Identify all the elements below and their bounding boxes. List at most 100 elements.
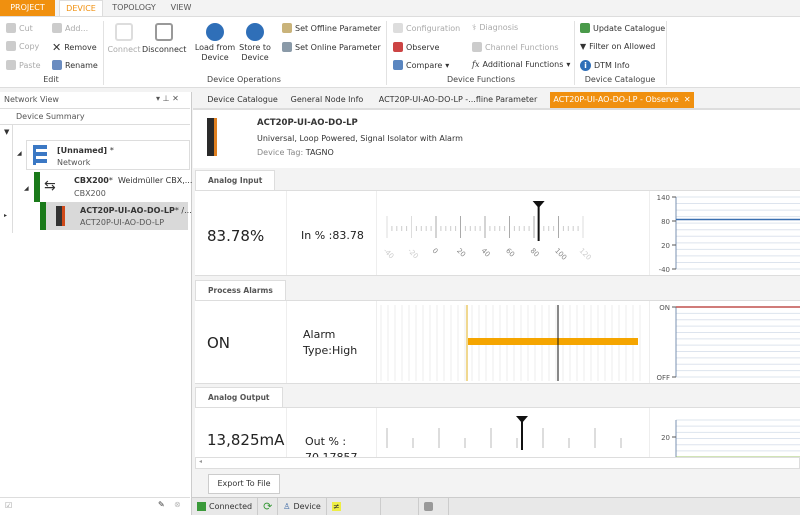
pin-icon[interactable]: ⊥ (162, 94, 170, 103)
status-bar (40, 202, 46, 230)
doc-tab-device-catalogue[interactable]: Device Catalogue (207, 95, 278, 104)
cut-button[interactable]: Cut (6, 23, 33, 33)
dtm-info-button[interactable]: i DTM Info (580, 60, 630, 71)
store-to-device-button[interactable]: Store to Device (236, 23, 274, 63)
network-name: [Unnamed] (57, 146, 108, 155)
gauge-pointer (532, 201, 545, 208)
observe-button[interactable]: Observe (393, 42, 439, 52)
expand-icon[interactable]: ◢ (17, 150, 22, 157)
compare-button[interactable]: Compare ▾ (393, 60, 449, 70)
analog-input-value: 83.78% (207, 227, 265, 245)
additional-functions-button[interactable]: fx Additional Functions ▾ (472, 60, 570, 69)
doc-tab-offline-parameter[interactable]: ACT20P-UI-AO-DO-LP -...fline Parameter (378, 95, 538, 104)
dropdown-arrow-icon: ▾ (566, 60, 571, 69)
filter-on-allowed-button[interactable]: ▼ Filter on Allowed (580, 42, 655, 51)
disconnect-label: Disconnect (142, 45, 187, 54)
disconnect-button[interactable]: Disconnect (142, 23, 186, 55)
copy-button[interactable]: Copy (6, 41, 39, 51)
configuration-icon (393, 23, 403, 33)
filter-icon: ▼ (580, 42, 587, 51)
panel-title: Network View (4, 95, 59, 104)
dtm-info-label: DTM Info (594, 61, 630, 70)
alarm-timeline (380, 305, 641, 381)
group-label-edit: Edit (43, 75, 59, 84)
connect-button[interactable]: Connect (106, 23, 142, 55)
gauge-tick-label: 60 (504, 247, 516, 259)
update-catalogue-button[interactable]: Update Catalogue (580, 23, 665, 33)
configuration-button[interactable]: Configuration (393, 23, 460, 33)
device-tag: TAGNO (305, 148, 334, 157)
section-tab-analog-input[interactable]: Analog Input (195, 170, 276, 190)
close-icon[interactable]: ✕ (683, 95, 691, 104)
expand-icon[interactable]: ◢ (24, 185, 29, 192)
diagnosis-button[interactable]: ⚕ Diagnosis (472, 23, 518, 32)
scroll-left-icon[interactable]: ◂ (199, 458, 203, 465)
y-tick-label: ON (659, 304, 670, 312)
not-equal-icon: ≠ (331, 502, 341, 511)
diagnosis-icon: ⚕ (472, 23, 477, 32)
update-catalogue-icon (580, 23, 590, 33)
set-online-parameter-button[interactable]: Set Online Parameter (282, 42, 381, 52)
doc-tab-general-node-info[interactable]: General Node Info (290, 95, 364, 104)
horizontal-scrollbar[interactable]: ◂ (195, 457, 800, 469)
analog-input-trend-chart: 140 80 20 -40 (657, 194, 800, 274)
y-tick-label: 140 (657, 194, 670, 202)
status-bar: Connected ⟳ ♙ Device ≠ (192, 497, 800, 515)
alarm-value: ON (207, 334, 231, 352)
gauge-tick-label: 20 (455, 247, 467, 259)
ribbon: Cut Copy Paste Add... ✕ Remove Rename Edi… (0, 16, 800, 88)
add-button[interactable]: Add... (52, 23, 88, 33)
online-parameter-icon (282, 42, 292, 52)
paste-button[interactable]: Paste (6, 60, 41, 70)
expand-icon[interactable]: ▸ (4, 212, 8, 219)
column-header[interactable]: Device Summary (16, 112, 85, 121)
connect-label: Connect (107, 45, 141, 54)
compare-label: Compare (406, 60, 443, 70)
stop-status (419, 498, 449, 515)
status-bar (34, 172, 40, 202)
tab-topology[interactable]: TOPOLOGY (112, 3, 156, 12)
connection-status: Connected (192, 498, 259, 515)
gauge-tick-label: -20 (406, 247, 420, 261)
channel-functions-button[interactable]: Channel Functions (472, 42, 559, 52)
remove-button[interactable]: ✕ Remove (52, 41, 97, 54)
checkbox-icon[interactable]: ☑ (5, 501, 13, 510)
tree-item-network[interactable]: ◢ [Unnamed] * Network (17, 140, 190, 170)
delete-icon[interactable]: ⊗ (174, 500, 181, 509)
rename-button[interactable]: Rename (52, 60, 98, 70)
set-offline-parameter-button[interactable]: Set Offline Parameter (282, 23, 381, 33)
edit-icon[interactable]: ✎ (158, 500, 165, 509)
y-tick-label: 20 (661, 242, 670, 250)
tab-device[interactable]: DEVICE (59, 0, 103, 16)
filter-icon[interactable]: ▼ (4, 128, 10, 136)
doc-tab-observe[interactable]: ACT20P-UI-AO-DO-LP - Observe ✕ (550, 92, 694, 108)
diagnosis-label: Diagnosis (479, 23, 519, 32)
tab-project[interactable]: PROJECT (0, 0, 55, 16)
dropdown-arrow-icon: ▾ (445, 60, 450, 70)
tree-item-sub: Network (57, 158, 91, 167)
alarm-trend-chart: ON OFF (656, 304, 800, 382)
copy-icon (6, 41, 16, 51)
analog-output-row: 13,825mA Out % : 70.17857 2010 (195, 407, 800, 457)
tree-item-cbx200[interactable]: ◢ ⇆ CBX200* Weidmüller CBX,... CBX200 (24, 172, 192, 202)
connect-icon (115, 23, 133, 41)
process-alarms-row: ON Alarm Type:High ON OFF (195, 300, 800, 384)
tree-item-sub: ACT20P-UI-AO-DO-LP (80, 218, 165, 227)
panel-controls: ▾ ⊥ ✕ (156, 94, 179, 103)
tree-item-sub: CBX200 (74, 189, 106, 198)
close-icon[interactable]: ✕ (172, 94, 179, 103)
gauge-pointer (516, 416, 528, 423)
export-to-file-button[interactable]: Export To File (208, 474, 280, 494)
section-tab-process-alarms[interactable]: Process Alarms (195, 280, 286, 300)
load-from-device-button[interactable]: Load from Device (194, 23, 236, 63)
section-tab-analog-output[interactable]: Analog Output (195, 387, 283, 407)
refresh-button[interactable]: ⟳ (258, 498, 279, 515)
gauge-tick-label: -40 (382, 247, 396, 261)
tab-view[interactable]: VIEW (170, 3, 192, 12)
observe-label: Observe (406, 42, 440, 52)
tree-item-act20p[interactable]: ▸ ACT20P-UI-AO-DO-LP* /... ACT20P-UI-AO-… (4, 202, 192, 230)
connected-label: Connected (209, 502, 253, 511)
dropdown-icon[interactable]: ▾ (156, 94, 161, 103)
additional-functions-label: Additional Functions (482, 60, 564, 69)
device-image (207, 118, 217, 156)
